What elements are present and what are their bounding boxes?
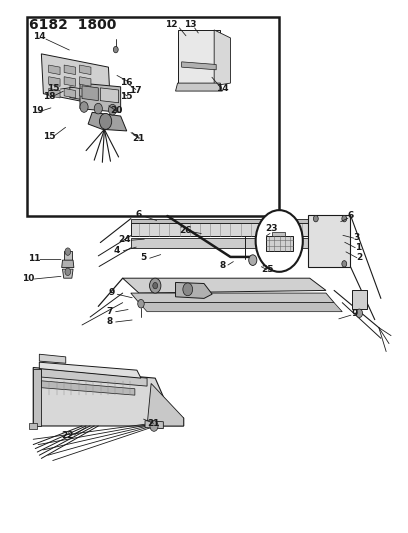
Text: 7: 7 xyxy=(106,306,113,316)
Text: 6182  1800: 6182 1800 xyxy=(29,18,117,31)
Text: 24: 24 xyxy=(118,235,131,244)
Polygon shape xyxy=(33,368,41,426)
Circle shape xyxy=(113,46,118,53)
Text: 14: 14 xyxy=(33,33,46,42)
Polygon shape xyxy=(49,77,60,86)
Polygon shape xyxy=(353,290,367,309)
Text: 22: 22 xyxy=(62,431,74,440)
Circle shape xyxy=(342,215,347,222)
Polygon shape xyxy=(80,65,91,75)
Polygon shape xyxy=(131,223,318,236)
Text: 18: 18 xyxy=(43,92,56,101)
Polygon shape xyxy=(272,232,285,236)
Circle shape xyxy=(65,268,71,276)
Circle shape xyxy=(342,261,347,267)
Circle shape xyxy=(94,103,102,114)
Polygon shape xyxy=(175,83,222,91)
Text: 9: 9 xyxy=(351,309,358,318)
Text: 8: 8 xyxy=(106,317,113,326)
Polygon shape xyxy=(41,368,147,386)
Text: 13: 13 xyxy=(184,20,197,29)
Circle shape xyxy=(356,309,363,318)
Circle shape xyxy=(249,255,257,265)
Polygon shape xyxy=(131,293,334,303)
Polygon shape xyxy=(88,112,127,131)
Text: 15: 15 xyxy=(120,92,133,101)
Polygon shape xyxy=(70,87,100,103)
Text: 19: 19 xyxy=(31,106,44,115)
Polygon shape xyxy=(182,62,216,70)
Polygon shape xyxy=(41,54,111,107)
Circle shape xyxy=(183,283,193,296)
Polygon shape xyxy=(177,30,220,86)
Polygon shape xyxy=(80,83,121,112)
Polygon shape xyxy=(131,219,318,223)
Text: 25: 25 xyxy=(261,265,273,274)
Polygon shape xyxy=(64,251,72,260)
Text: 8: 8 xyxy=(219,261,226,270)
Text: 6: 6 xyxy=(347,211,353,220)
Circle shape xyxy=(138,300,144,308)
Polygon shape xyxy=(266,236,293,251)
Polygon shape xyxy=(62,260,74,268)
Polygon shape xyxy=(49,65,60,75)
Polygon shape xyxy=(131,238,310,248)
Text: 4: 4 xyxy=(113,246,120,255)
Polygon shape xyxy=(147,383,184,426)
Circle shape xyxy=(65,248,71,255)
Circle shape xyxy=(149,278,161,293)
Polygon shape xyxy=(308,215,350,266)
Text: 11: 11 xyxy=(28,254,40,263)
Text: 16: 16 xyxy=(120,77,133,86)
Text: 17: 17 xyxy=(129,85,141,94)
Polygon shape xyxy=(33,368,184,426)
Circle shape xyxy=(313,215,318,222)
Polygon shape xyxy=(139,303,342,312)
Polygon shape xyxy=(39,354,66,364)
Text: 14: 14 xyxy=(216,84,228,93)
Polygon shape xyxy=(100,88,119,103)
Circle shape xyxy=(150,421,158,431)
Polygon shape xyxy=(82,86,98,101)
Polygon shape xyxy=(39,362,141,378)
Circle shape xyxy=(153,282,157,289)
Polygon shape xyxy=(49,88,60,98)
Circle shape xyxy=(80,102,88,112)
Text: 6: 6 xyxy=(135,211,141,220)
Circle shape xyxy=(256,210,303,272)
Circle shape xyxy=(109,104,117,115)
Polygon shape xyxy=(175,282,212,298)
Text: 3: 3 xyxy=(353,233,359,243)
Text: 26: 26 xyxy=(180,226,192,235)
Text: 10: 10 xyxy=(22,273,35,282)
Polygon shape xyxy=(80,88,91,98)
Text: 21: 21 xyxy=(147,419,160,428)
Polygon shape xyxy=(123,278,326,293)
Text: 23: 23 xyxy=(266,224,278,233)
Text: 1: 1 xyxy=(355,244,361,253)
Text: 9: 9 xyxy=(108,288,115,297)
Text: 20: 20 xyxy=(111,106,123,115)
Polygon shape xyxy=(64,88,75,98)
Text: 15: 15 xyxy=(43,132,56,141)
Text: 12: 12 xyxy=(165,20,178,29)
Polygon shape xyxy=(27,17,279,216)
Text: 15: 15 xyxy=(47,84,60,93)
Polygon shape xyxy=(29,423,37,429)
Polygon shape xyxy=(62,269,73,278)
Polygon shape xyxy=(64,77,75,86)
Text: 5: 5 xyxy=(140,254,146,262)
Text: 21: 21 xyxy=(132,134,144,143)
Polygon shape xyxy=(145,421,163,429)
Polygon shape xyxy=(41,381,135,395)
Text: 2: 2 xyxy=(356,254,362,262)
Polygon shape xyxy=(80,77,91,86)
Circle shape xyxy=(100,114,112,130)
Polygon shape xyxy=(64,65,75,75)
Polygon shape xyxy=(214,30,231,86)
